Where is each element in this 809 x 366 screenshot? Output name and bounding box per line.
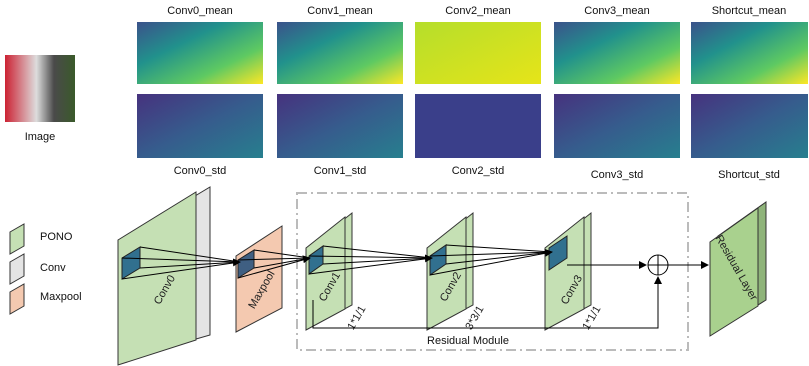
- map: [691, 94, 808, 158]
- input-image: [5, 55, 75, 122]
- image-label: Image: [25, 131, 56, 143]
- layer: [118, 192, 196, 365]
- map: [277, 22, 403, 84]
- map: [554, 94, 680, 158]
- map-label: Conv0_std: [174, 165, 227, 177]
- figure: Image Conv0_mean Conv1_mean Conv2_mean C…: [0, 0, 809, 366]
- legend-label: Conv: [40, 262, 66, 274]
- legend-swatch: [10, 224, 24, 254]
- page: {"feature_maps": {"image_label": "Image"…: [0, 0, 809, 366]
- map: [691, 22, 808, 84]
- map-label: Conv2_mean: [445, 5, 510, 17]
- mean-maps: [137, 22, 808, 84]
- map: [277, 94, 403, 158]
- legend-swatch: [10, 254, 24, 284]
- legend-label: Maxpool: [40, 291, 82, 303]
- map: [415, 94, 541, 158]
- map-label: Conv1_mean: [307, 5, 372, 17]
- map-label: Conv0_mean: [167, 5, 232, 17]
- map: [137, 94, 263, 158]
- map-label: Conv3_mean: [584, 5, 649, 17]
- map: [415, 22, 541, 84]
- map-label: Conv1_std: [314, 165, 367, 177]
- map-label: Shortcut_mean: [712, 5, 787, 17]
- legend-swatch: [10, 284, 24, 314]
- legend-label: PONO: [40, 231, 73, 243]
- module-label: Residual Module: [427, 335, 509, 347]
- map-label: Shortcut_std: [718, 169, 780, 181]
- std-maps: [137, 94, 808, 158]
- map: [554, 22, 680, 84]
- map-label: Conv3_std: [591, 169, 644, 181]
- map: [137, 22, 263, 84]
- layer: [545, 217, 584, 330]
- map-label: Conv2_std: [452, 165, 505, 177]
